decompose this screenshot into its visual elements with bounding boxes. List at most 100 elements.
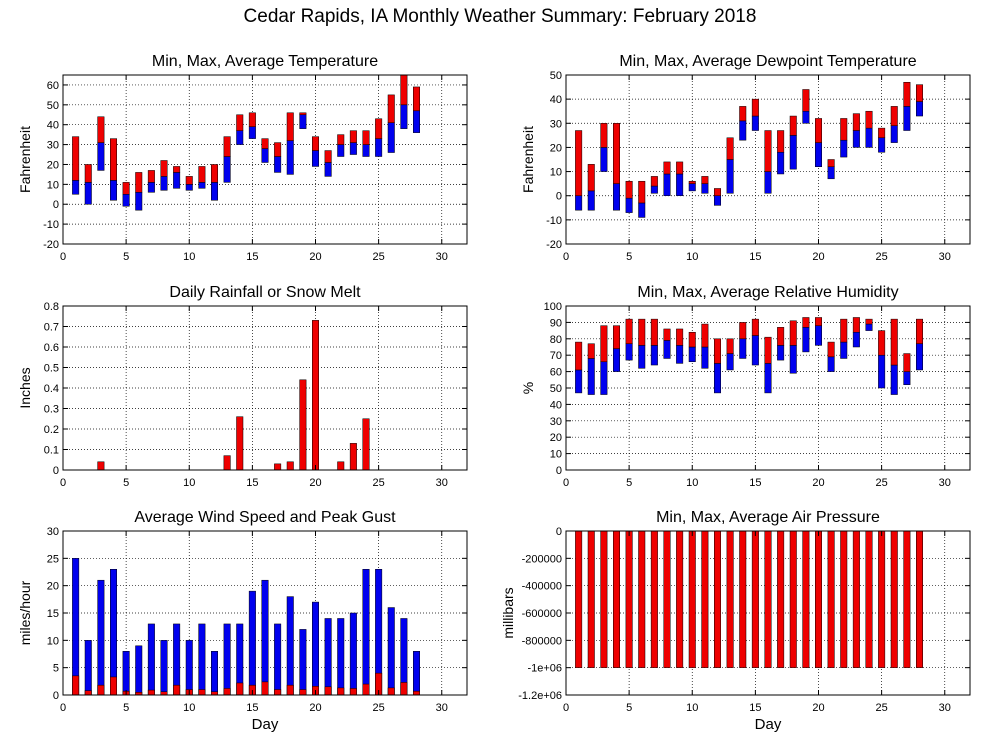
bar-min-avg	[751, 115, 759, 131]
bar-avg-wind	[299, 689, 307, 696]
bar-avg-max	[802, 530, 810, 668]
bar-avg-max	[587, 164, 595, 192]
bar-avg-max	[777, 327, 785, 346]
bar-min-avg	[650, 345, 658, 366]
bar-peak-gust	[122, 651, 130, 696]
bar-peak-gust	[147, 623, 155, 696]
bar-avg-max	[701, 176, 709, 184]
x-tick-label: 30	[939, 251, 951, 263]
x-tick-label: 0	[563, 477, 569, 489]
bar-min-avg	[789, 135, 797, 170]
bar-min-avg	[110, 180, 117, 201]
bar-avg-max	[764, 336, 772, 364]
x-tick-label: 25	[876, 477, 888, 489]
bar-min-avg	[575, 369, 583, 394]
bar-min-avg	[852, 130, 860, 148]
bar-avg-max	[726, 137, 734, 160]
bar-avg-max	[916, 318, 923, 344]
bar-min-avg	[349, 142, 357, 155]
bar-min-avg	[375, 138, 383, 157]
bar-avg-wind	[400, 682, 408, 696]
bar-min-avg	[575, 195, 583, 211]
bar-avg-max	[714, 530, 721, 668]
y-axis-label: millibars	[500, 587, 516, 638]
bar-min-avg	[676, 173, 684, 196]
bar-avg-wind	[337, 687, 345, 696]
bar-peak-gust	[72, 558, 80, 696]
bar-min-avg	[815, 325, 822, 346]
bar-avg-max	[575, 341, 583, 371]
plot-frame	[62, 74, 468, 245]
x-tick-label: 15	[246, 702, 258, 714]
bar-min-avg	[160, 176, 168, 191]
bar-min-avg	[625, 197, 633, 213]
x-tick-label: 20	[812, 702, 824, 714]
bar-avg-max	[223, 136, 231, 157]
y-tick-label: 5	[53, 663, 59, 675]
bar-avg-wind	[286, 684, 294, 696]
bar-peak-gust	[387, 607, 395, 696]
bar-min-avg	[185, 184, 193, 191]
bar-min-avg	[764, 363, 772, 394]
bar-avg-max	[625, 530, 633, 668]
bar-avg-max	[802, 89, 810, 112]
chart-humidity: Min, Max, Average Relative Humidity 0 10 20…	[520, 284, 971, 489]
bar-min-avg	[878, 354, 886, 389]
bar-min-avg	[663, 340, 671, 359]
bar-peak-gust	[97, 579, 105, 696]
bar-min-avg	[676, 345, 684, 364]
y-tick-label: 0	[53, 465, 59, 477]
x-tick-label: 30	[436, 477, 448, 489]
bar-avg-max	[135, 172, 143, 193]
y-tick-label: 50	[47, 100, 59, 112]
y-tick-label: 70	[550, 350, 562, 362]
bar-min-avg	[613, 183, 620, 211]
bar-min-avg	[84, 182, 92, 205]
bar-min-avg	[600, 361, 608, 395]
bar-avg-max	[739, 106, 747, 122]
bar-avg-max	[777, 130, 785, 153]
bar-avg-wind	[274, 689, 282, 696]
y-tick-label: 30	[550, 416, 562, 428]
bar-avg-max	[122, 182, 130, 195]
bar-min-avg	[223, 156, 231, 183]
y-tick-label: 0	[556, 526, 562, 538]
y-tick-label: 0.4	[44, 383, 59, 395]
y-tick-label: 0.8	[44, 301, 59, 313]
bar-min-avg	[751, 335, 759, 366]
bar-min-avg	[587, 190, 595, 211]
bar-rainfall	[349, 443, 357, 471]
x-tick-label: 0	[60, 477, 66, 489]
x-tick-label: 30	[436, 702, 448, 714]
chart-title: Min, Max, Average Temperature	[152, 53, 378, 70]
x-tick-label: 15	[749, 251, 761, 263]
bar-avg-wind	[198, 689, 206, 696]
bar-avg-max	[802, 317, 810, 328]
bar-min-avg	[827, 356, 835, 372]
bar-avg-max	[688, 180, 696, 184]
y-tick-label: 25	[47, 553, 59, 565]
bar-avg-max	[890, 530, 898, 668]
y-tick-label: 0	[556, 191, 562, 203]
bar-peak-gust	[413, 651, 420, 696]
x-tick-label: 0	[60, 702, 66, 714]
bar-avg-max	[387, 94, 395, 123]
bar-avg-max	[236, 114, 244, 131]
bar-avg-max	[147, 170, 155, 183]
bar-min-avg	[688, 346, 696, 363]
bar-min-avg	[72, 180, 80, 195]
bar-min-avg	[789, 345, 797, 374]
bar-avg-max	[903, 530, 911, 668]
bar-min-avg	[387, 122, 395, 153]
bar-avg-max	[650, 530, 658, 668]
bar-avg-wind	[97, 684, 105, 696]
bar-min-avg	[600, 147, 608, 172]
bar-avg-max	[777, 530, 785, 668]
bar-avg-max	[890, 318, 898, 366]
bar-avg-max	[840, 118, 848, 141]
bar-avg-max	[840, 530, 848, 668]
x-tick-label: 10	[183, 702, 195, 714]
bar-avg-max	[751, 318, 759, 336]
bar-min-avg	[274, 156, 282, 173]
